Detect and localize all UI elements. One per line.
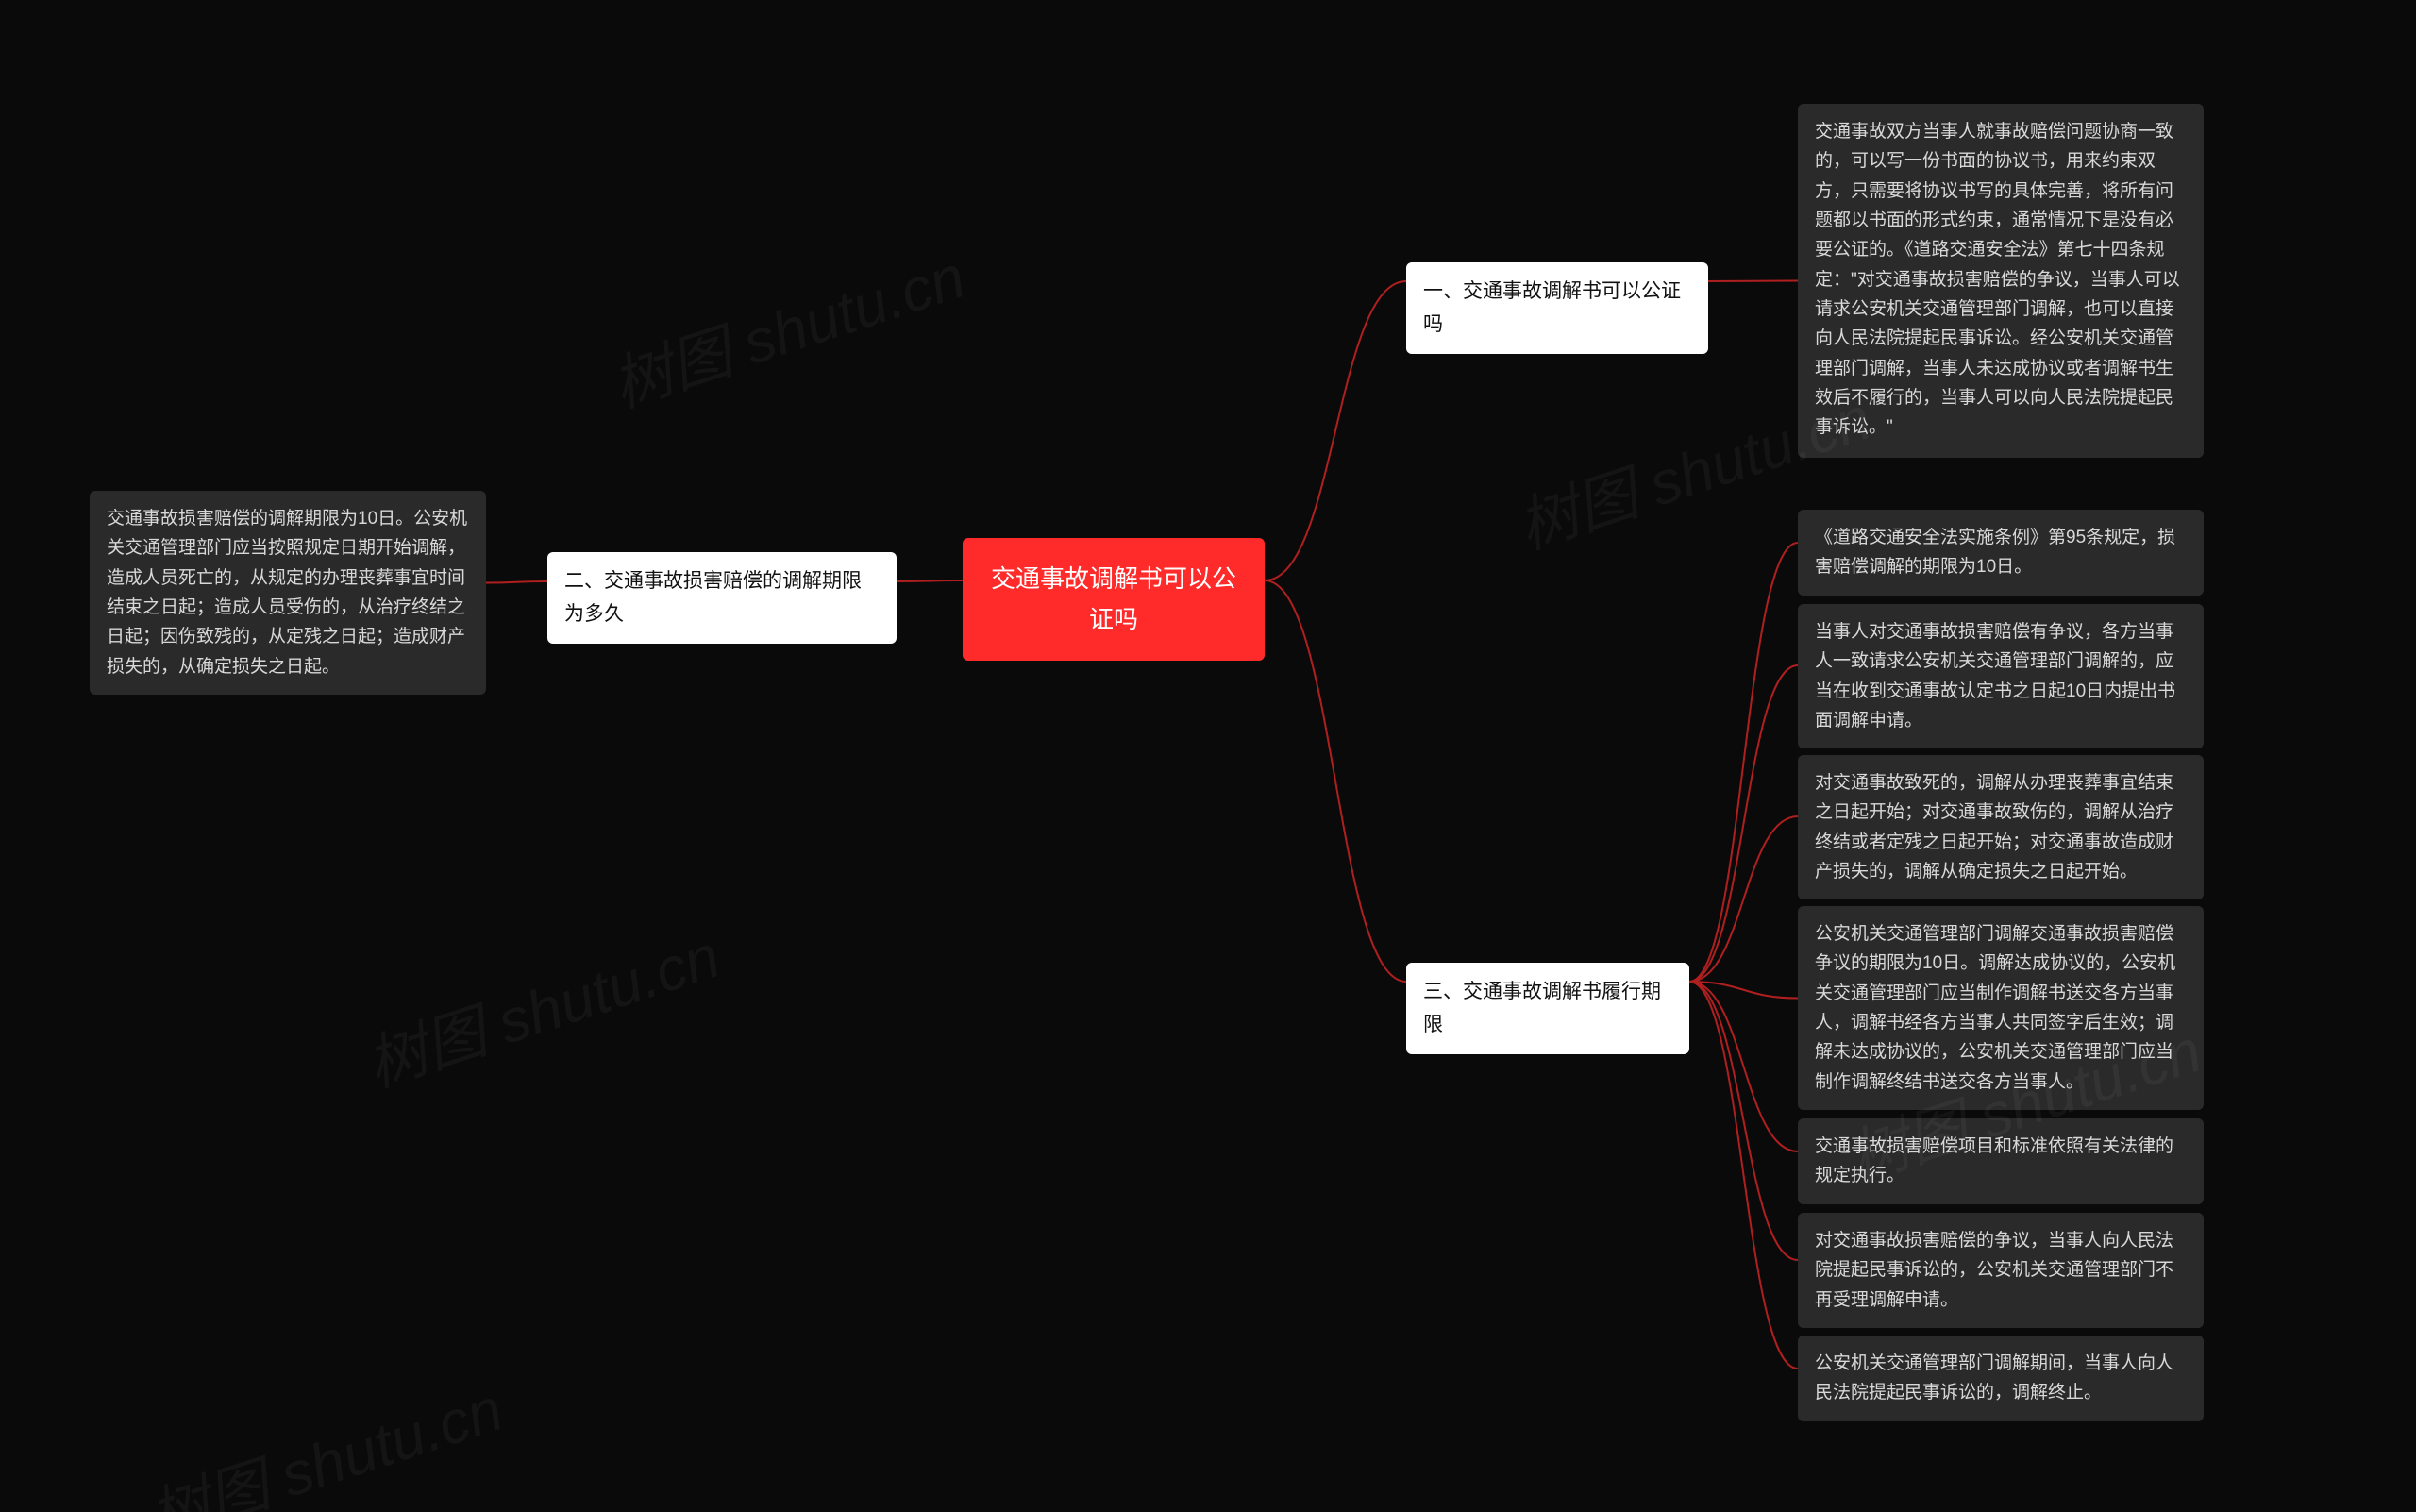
watermark-text: 树图 shutu.cn — [137, 1361, 512, 1512]
leaf-node-b3c6[interactable]: 对交通事故损害赔偿的争议，当事人向人民法院提起民事诉讼的，公安机关交通管理部门不… — [1798, 1213, 2204, 1328]
leaf-node-b3c1[interactable]: 《道路交通安全法实施条例》第95条规定，损害赔偿调解的期限为10日。 — [1798, 510, 2204, 596]
branch-node-1[interactable]: 一、交通事故调解书可以公证吗 — [1406, 262, 1708, 354]
root-node[interactable]: 交通事故调解书可以公证吗 — [963, 538, 1265, 661]
watermark-text: 树图 shutu.cn — [354, 908, 729, 1103]
leaf-node-b3c4[interactable]: 公安机关交通管理部门调解交通事故损害赔偿争议的期限为10日。调解达成协议的，公安… — [1798, 906, 2204, 1110]
leaf-node-b1c1[interactable]: 交通事故双方当事人就事故赔偿问题协商一致的，可以写一份书面的协议书，用来约束双方… — [1798, 104, 2204, 458]
branch-node-2[interactable]: 二、交通事故损害赔偿的调解期限为多久 — [547, 552, 897, 644]
leaf-node-b2c1[interactable]: 交通事故损害赔偿的调解期限为10日。公安机关交通管理部门应当按照规定日期开始调解… — [90, 491, 486, 695]
leaf-node-b3c2[interactable]: 当事人对交通事故损害赔偿有争议，各方当事人一致请求公安机关交通管理部门调解的，应… — [1798, 604, 2204, 748]
leaf-node-b3c3[interactable]: 对交通事故致死的，调解从办理丧葬事宜结束之日起开始；对交通事故致伤的，调解从治疗… — [1798, 755, 2204, 899]
watermark-text: 树图 shutu.cn — [599, 228, 974, 424]
branch-node-3[interactable]: 三、交通事故调解书履行期限 — [1406, 963, 1689, 1054]
mindmap-canvas: 交通事故调解书可以公证吗 二、交通事故损害赔偿的调解期限为多久 交通事故损害赔偿… — [0, 0, 2416, 1512]
leaf-node-b3c5[interactable]: 交通事故损害赔偿项目和标准依照有关法律的规定执行。 — [1798, 1118, 2204, 1204]
leaf-node-b3c7[interactable]: 公安机关交通管理部门调解期间，当事人向人民法院提起民事诉讼的，调解终止。 — [1798, 1336, 2204, 1421]
